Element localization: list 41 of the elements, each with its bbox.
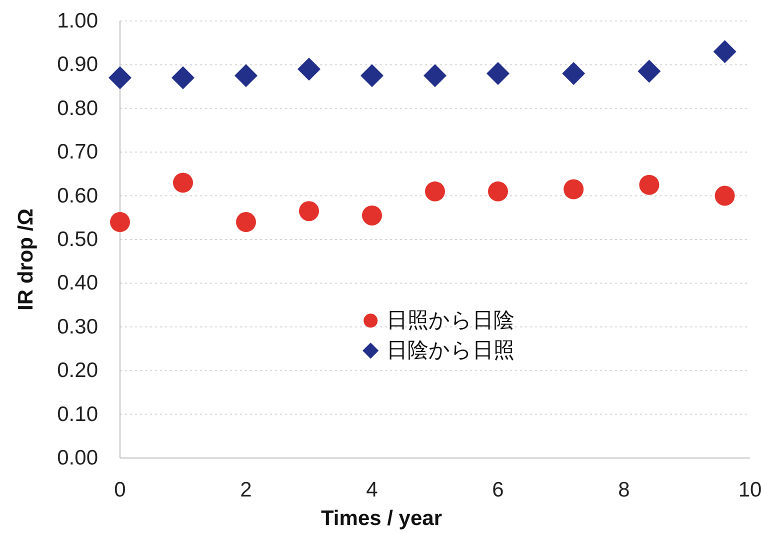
legend-label: 日陰から日照 <box>386 339 515 362</box>
y-tick-label: 0.70 <box>57 140 98 164</box>
y-tick-label: 0.20 <box>57 359 98 382</box>
x-tick-label: 2 <box>240 478 252 502</box>
y-tick-label: 0.10 <box>57 402 98 426</box>
y-tick-label: 0.30 <box>57 315 98 338</box>
point <box>362 205 382 226</box>
point <box>360 64 384 88</box>
legend-label: 日照から日陰 <box>386 309 515 332</box>
y-tick-label: 0.00 <box>57 446 98 470</box>
point <box>639 174 660 195</box>
point <box>110 212 130 232</box>
y-tick-label: 0.40 <box>57 272 98 295</box>
y-tick-label: 1.00 <box>57 10 98 32</box>
point <box>562 62 586 85</box>
point <box>173 172 193 193</box>
x-tick-label: 10 <box>738 478 762 502</box>
y-tick-label: 0.80 <box>57 96 98 120</box>
point <box>425 181 445 202</box>
x-tick-label: 4 <box>366 478 378 502</box>
point <box>713 40 736 64</box>
point <box>486 62 510 85</box>
point <box>488 181 508 202</box>
y-tick-label: 0.50 <box>57 228 98 251</box>
point <box>108 66 132 90</box>
y-tick-label: 0.90 <box>57 53 98 76</box>
point <box>638 60 661 83</box>
point <box>424 64 446 88</box>
point <box>564 179 584 200</box>
x-axis-title: Times / year <box>320 507 442 530</box>
point <box>299 201 319 222</box>
x-tick-label: 6 <box>492 478 504 502</box>
point <box>714 186 735 206</box>
x-tick-label: 8 <box>618 478 630 502</box>
point <box>234 64 258 88</box>
point <box>172 66 194 90</box>
point <box>236 212 256 232</box>
point <box>298 58 320 81</box>
y-tick-label: 0.60 <box>57 184 98 208</box>
x-tick-label: 0 <box>114 478 126 502</box>
y-axis-title: IR drop /Ω <box>14 208 38 310</box>
